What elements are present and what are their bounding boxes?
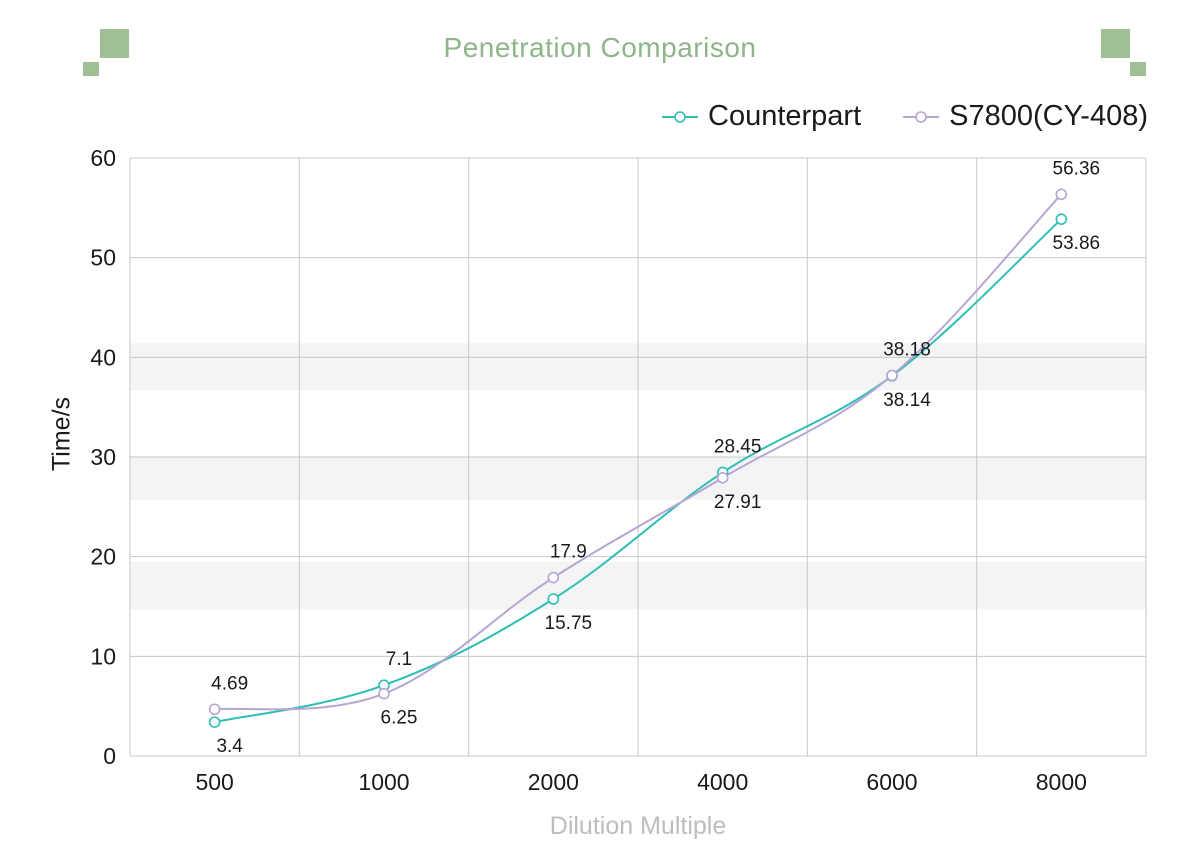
background-band-1: [130, 457, 1146, 500]
data-label-s7800-1000: 6.25: [381, 708, 418, 729]
data-label-counterpart-2000: 15.75: [545, 613, 593, 634]
background-band-2: [130, 343, 1146, 391]
point-s7800-500: [208, 703, 221, 716]
point-s7800-4000: [716, 472, 729, 484]
y-tick-label-50: 50: [90, 245, 116, 271]
data-label-s7800-2000: 17.9: [550, 542, 587, 563]
x-tick-label-8000: 8000: [1036, 769, 1087, 795]
point-counterpart-4000: [716, 466, 729, 479]
data-label-s7800-8000: 56.36: [1053, 158, 1101, 179]
y-tick-label-0: 0: [103, 743, 116, 769]
y-axis-label: Time/s: [47, 396, 76, 472]
legend-item-counterpart[interactable]: Counterpart: [660, 100, 861, 133]
x-tick-label-500: 500: [195, 769, 233, 795]
x-tick-label-4000: 4000: [697, 769, 748, 795]
point-s7800-6000: [886, 369, 898, 382]
y-tick-label-60: 60: [90, 145, 116, 171]
data-label-counterpart-8000: 53.86: [1053, 233, 1101, 254]
legend-item-s7800[interactable]: S7800(CY-408): [901, 100, 1148, 133]
data-label-counterpart-500: 3.4: [216, 736, 243, 757]
y-tick-label-40: 40: [90, 344, 116, 370]
chart-title: Penetration Comparison: [443, 32, 757, 63]
x-axis-label: Dilution Multiple: [549, 812, 727, 840]
legend: Counterpart S7800(CY-408): [660, 100, 1148, 133]
y-tick-label-30: 30: [90, 444, 116, 470]
x-tick-label-6000: 6000: [866, 769, 917, 795]
corner-decoration-top-left-small: [83, 62, 99, 76]
data-label-s7800-500: 4.69: [211, 673, 248, 694]
x-tick-label-2000: 2000: [528, 769, 579, 795]
point-counterpart-8000: [1055, 213, 1068, 225]
point-counterpart-1000: [378, 679, 390, 692]
point-counterpart-6000: [886, 370, 898, 382]
point-counterpart-2000: [547, 593, 560, 605]
y-tick-label-20: 20: [90, 544, 116, 570]
data-label-s7800-4000: 27.91: [714, 492, 762, 513]
series-line-counterpart: [214, 218, 1063, 724]
data-label-counterpart-1000: 7.1: [386, 649, 412, 670]
legend-marker-counterpart: [662, 110, 698, 123]
legend-marker-s7800: [903, 110, 940, 123]
series-line-s7800: [214, 193, 1063, 711]
point-s7800-2000: [547, 571, 560, 584]
point-s7800-8000: [1055, 188, 1068, 201]
legend-label-counterpart: Counterpart: [708, 100, 862, 132]
point-s7800-1000: [378, 687, 390, 700]
x-tick-label-1000: 1000: [358, 769, 409, 795]
point-counterpart-500: [208, 716, 221, 728]
legend-label-s7800: S7800(CY-408): [949, 100, 1148, 132]
background-band-0: [130, 561, 1146, 610]
data-label-counterpart-6000: 38.14: [883, 390, 931, 411]
data-label-s7800-6000: 38.18: [883, 339, 931, 360]
corner-decoration-top-left-large: [100, 29, 129, 58]
corner-decoration-top-right-small: [1130, 62, 1146, 76]
corner-decoration-top-right-large: [1101, 29, 1130, 58]
y-tick-label-10: 10: [90, 643, 116, 669]
data-label-counterpart-4000: 28.45: [714, 436, 762, 457]
